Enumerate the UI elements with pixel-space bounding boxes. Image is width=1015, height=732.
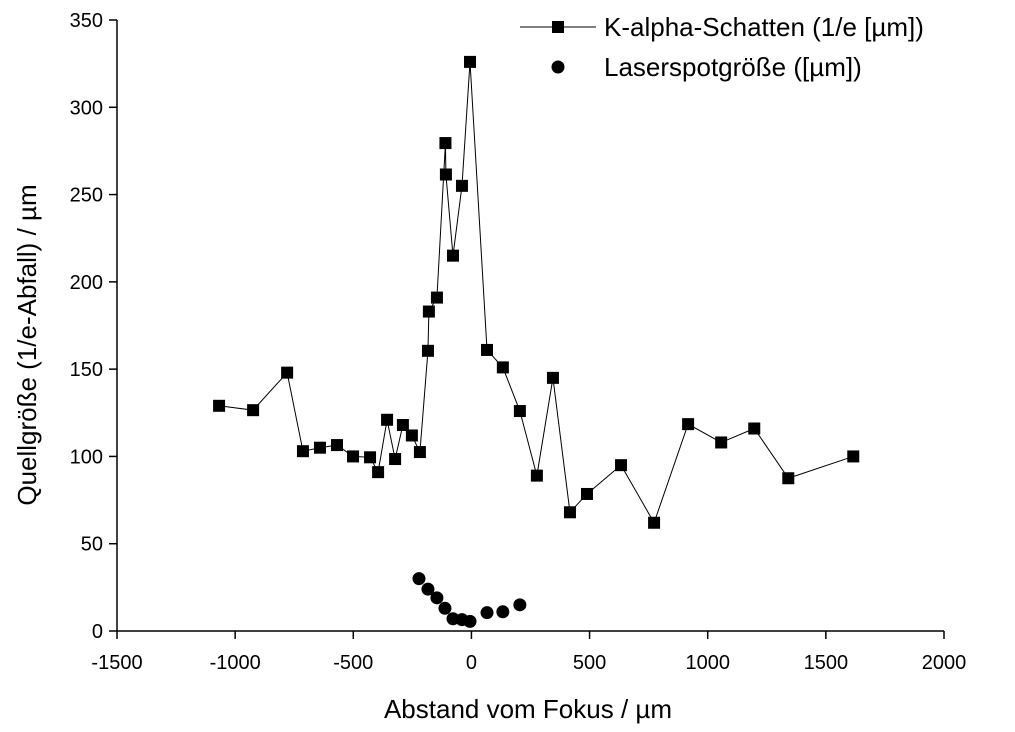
data-point [405, 429, 418, 442]
data-point [372, 466, 385, 479]
data-point [546, 371, 559, 384]
legend-label: Laserspotgröße ([µm]) [604, 52, 862, 82]
data-point [480, 606, 494, 620]
data-point [748, 422, 761, 435]
y-tick-label: 50 [81, 534, 103, 556]
y-tick-label: 250 [70, 185, 103, 207]
data-point [413, 446, 426, 459]
data-point [421, 582, 435, 596]
data-point [438, 601, 452, 615]
y-tick-label: 100 [70, 446, 103, 468]
y-tick-label: 150 [70, 359, 103, 381]
data-point [421, 344, 434, 357]
data-point [513, 598, 527, 612]
legend-marker [551, 60, 565, 74]
data-point [396, 419, 409, 432]
data-point [481, 343, 494, 356]
data-point [580, 487, 593, 500]
x-tick-label: 1000 [685, 652, 730, 674]
x-tick-label: 0 [466, 652, 477, 674]
data-point [430, 591, 444, 605]
data-point [614, 459, 627, 472]
legend-marker [552, 21, 564, 33]
data-point [364, 451, 377, 464]
data-point [412, 572, 426, 586]
x-tick-label: 500 [573, 652, 606, 674]
data-point [847, 450, 860, 463]
data-point [247, 404, 260, 417]
legend-label: K-alpha-Schatten (1/e [µm]) [604, 12, 924, 42]
x-tick-label: -1000 [210, 652, 261, 674]
data-point [455, 179, 468, 192]
data-point [496, 361, 509, 374]
data-point [464, 55, 477, 68]
data-point [439, 137, 452, 150]
y-tick-label: 0 [92, 621, 103, 643]
x-tick-label: 1500 [804, 652, 849, 674]
data-point [513, 405, 526, 418]
data-point [313, 441, 326, 454]
y-axis-label: Quellgröße (1/e-Abfall) / µm [12, 184, 42, 505]
data-point [530, 469, 543, 482]
data-point [496, 605, 510, 619]
data-point [430, 291, 443, 304]
data-point [381, 413, 394, 426]
y-tick-label: 350 [70, 10, 103, 32]
data-point [563, 506, 576, 519]
data-point [682, 418, 695, 431]
data-point [213, 399, 226, 412]
x-tick-label: 2000 [922, 652, 967, 674]
data-point [446, 249, 459, 262]
x-tick-label: -500 [333, 652, 373, 674]
data-point [439, 168, 452, 181]
data-point [389, 453, 402, 466]
x-tick-label: -1500 [91, 652, 142, 674]
data-point [463, 614, 477, 628]
data-point [715, 436, 728, 449]
data-point [648, 516, 661, 529]
y-tick-label: 300 [70, 97, 103, 119]
y-tick-label: 200 [70, 272, 103, 294]
data-point [782, 472, 795, 485]
data-point [347, 450, 360, 463]
data-point [296, 445, 309, 458]
data-point [422, 305, 435, 318]
data-point [330, 439, 343, 452]
x-axis-label: Abstand vom Fokus / µm [384, 694, 672, 724]
data-point [281, 366, 294, 379]
